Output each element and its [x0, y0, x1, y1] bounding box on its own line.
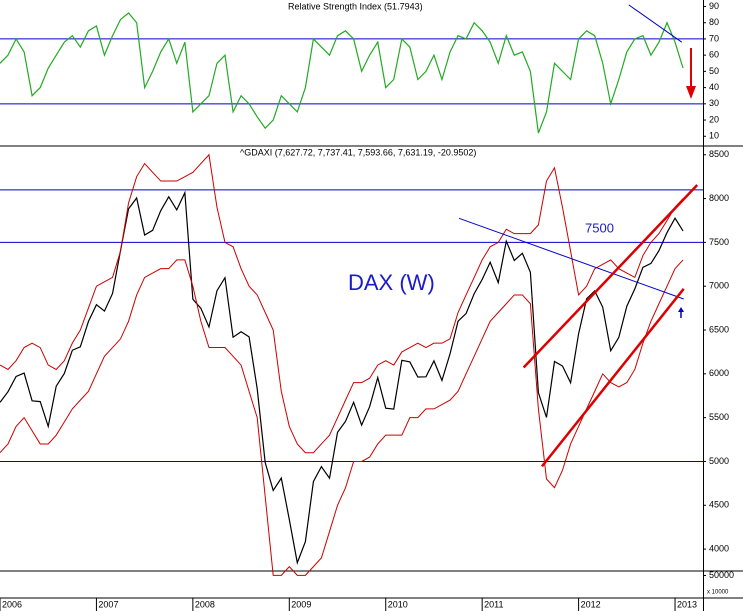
y-tick-label: 6000: [709, 368, 729, 378]
rsi-title: Relative Strength Index (51.7943): [288, 1, 423, 11]
x-tick-label: 2006: [2, 599, 22, 609]
annotation: DAX (W): [348, 270, 435, 295]
trendline: [540, 288, 685, 468]
x-tick-label: 2010: [388, 599, 408, 609]
y-tick-label: 50000: [709, 570, 734, 580]
y-tick-label: 5500: [709, 412, 729, 422]
y-tick-label: 8000: [709, 193, 729, 203]
x-tick-label: 2008: [195, 599, 215, 609]
y-tick-label: 30: [709, 98, 719, 108]
y-tick-label: 4500: [709, 500, 729, 510]
y-tick-label: 70: [709, 33, 719, 43]
y-tick-label: 50: [709, 66, 719, 76]
band-line: [0, 259, 684, 576]
y-tick-label: 90: [709, 1, 719, 11]
x-tick-label: 2012: [581, 599, 601, 609]
x-tick-label: 2011: [484, 599, 503, 609]
trendline: [628, 4, 683, 43]
y-tick-label: 10: [709, 131, 719, 141]
y-tick-label: 7000: [709, 281, 729, 291]
y-tick-label: 40: [709, 82, 719, 92]
x-tick-label: 2007: [98, 599, 118, 609]
annotation: 7500: [585, 220, 614, 235]
arrow: [678, 307, 684, 318]
data-line: [0, 12, 684, 134]
y-tick-label: 8500: [709, 149, 729, 159]
x-tick-label: 2013: [677, 599, 697, 609]
data-line: [0, 190, 684, 565]
y-tick-label: 60: [709, 50, 719, 60]
trendline: [458, 217, 684, 300]
trendline: [522, 184, 699, 369]
band-line: [0, 153, 684, 454]
arrow: [686, 48, 696, 99]
y-tick-label: 7500: [709, 237, 729, 247]
y-tick-label: 6500: [709, 324, 729, 334]
y-tick-label: 20: [709, 114, 719, 124]
y-tick-label: 4000: [709, 543, 729, 553]
y-tick-label: 80: [709, 17, 719, 27]
unit-label: x 10000: [707, 590, 729, 596]
price-title: ^GDAXI (7,627.72, 7,737.41, 7,593.66, 7,…: [240, 147, 476, 157]
y-tick-label: 5000: [709, 456, 729, 466]
x-tick-label: 2009: [291, 599, 311, 609]
